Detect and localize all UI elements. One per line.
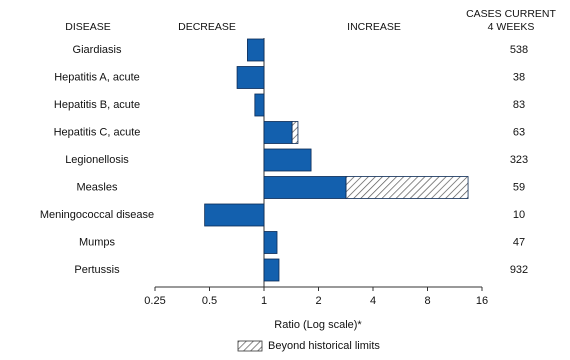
legend-label: Beyond historical limits <box>268 340 380 352</box>
y-tick-label: Hepatitis A, acute <box>54 71 140 83</box>
legend-swatch <box>237 340 263 352</box>
column-header: DECREASE <box>178 21 236 33</box>
bar-beyond-limits <box>291 121 299 144</box>
bar <box>263 121 293 144</box>
bar-beyond-limits <box>345 176 469 199</box>
bar <box>247 38 265 62</box>
bar <box>263 148 312 172</box>
y-tick-label: Measles <box>77 181 118 193</box>
bar <box>254 93 265 117</box>
x-axis-title: Ratio (Log scale)* <box>274 319 362 331</box>
x-tick-label: 0.25 <box>144 295 165 307</box>
x-tick-label: 2 <box>315 295 321 307</box>
y-tick-label: Meningococcal disease <box>40 209 154 221</box>
cases-value: 538 <box>510 44 528 56</box>
y-tick-label: Giardiasis <box>73 44 122 56</box>
y-tick-label: Hepatitis C, acute <box>54 126 141 138</box>
cases-value: 47 <box>513 236 525 248</box>
cases-value: 83 <box>513 99 525 111</box>
cases-value: 59 <box>513 181 525 193</box>
x-tick-label: 8 <box>424 295 430 307</box>
y-tick-label: Mumps <box>79 236 116 248</box>
x-tick-label: 16 <box>476 295 488 307</box>
cases-value: 10 <box>513 209 525 221</box>
cases-value: 63 <box>513 126 525 138</box>
y-tick-label: Hepatitis B, acute <box>54 99 140 111</box>
column-header: 4 WEEKS <box>488 21 535 33</box>
x-tick-label: 4 <box>370 295 376 307</box>
bar <box>263 231 278 254</box>
column-header: INCREASE <box>347 21 401 33</box>
column-header: CASES CURRENT <box>466 8 556 20</box>
x-tick-label: 0.5 <box>202 295 217 307</box>
bar <box>204 203 265 227</box>
y-tick-label: Legionellosis <box>65 154 129 166</box>
x-tick-label: 1 <box>261 295 267 307</box>
bar <box>236 66 265 89</box>
y-tick-label: Pertussis <box>74 264 120 276</box>
cases-value: 323 <box>510 154 528 166</box>
column-header: DISEASE <box>65 21 111 33</box>
cases-value: 38 <box>513 71 525 83</box>
bar <box>263 258 280 282</box>
bar <box>263 176 347 199</box>
cases-value: 932 <box>510 264 528 276</box>
